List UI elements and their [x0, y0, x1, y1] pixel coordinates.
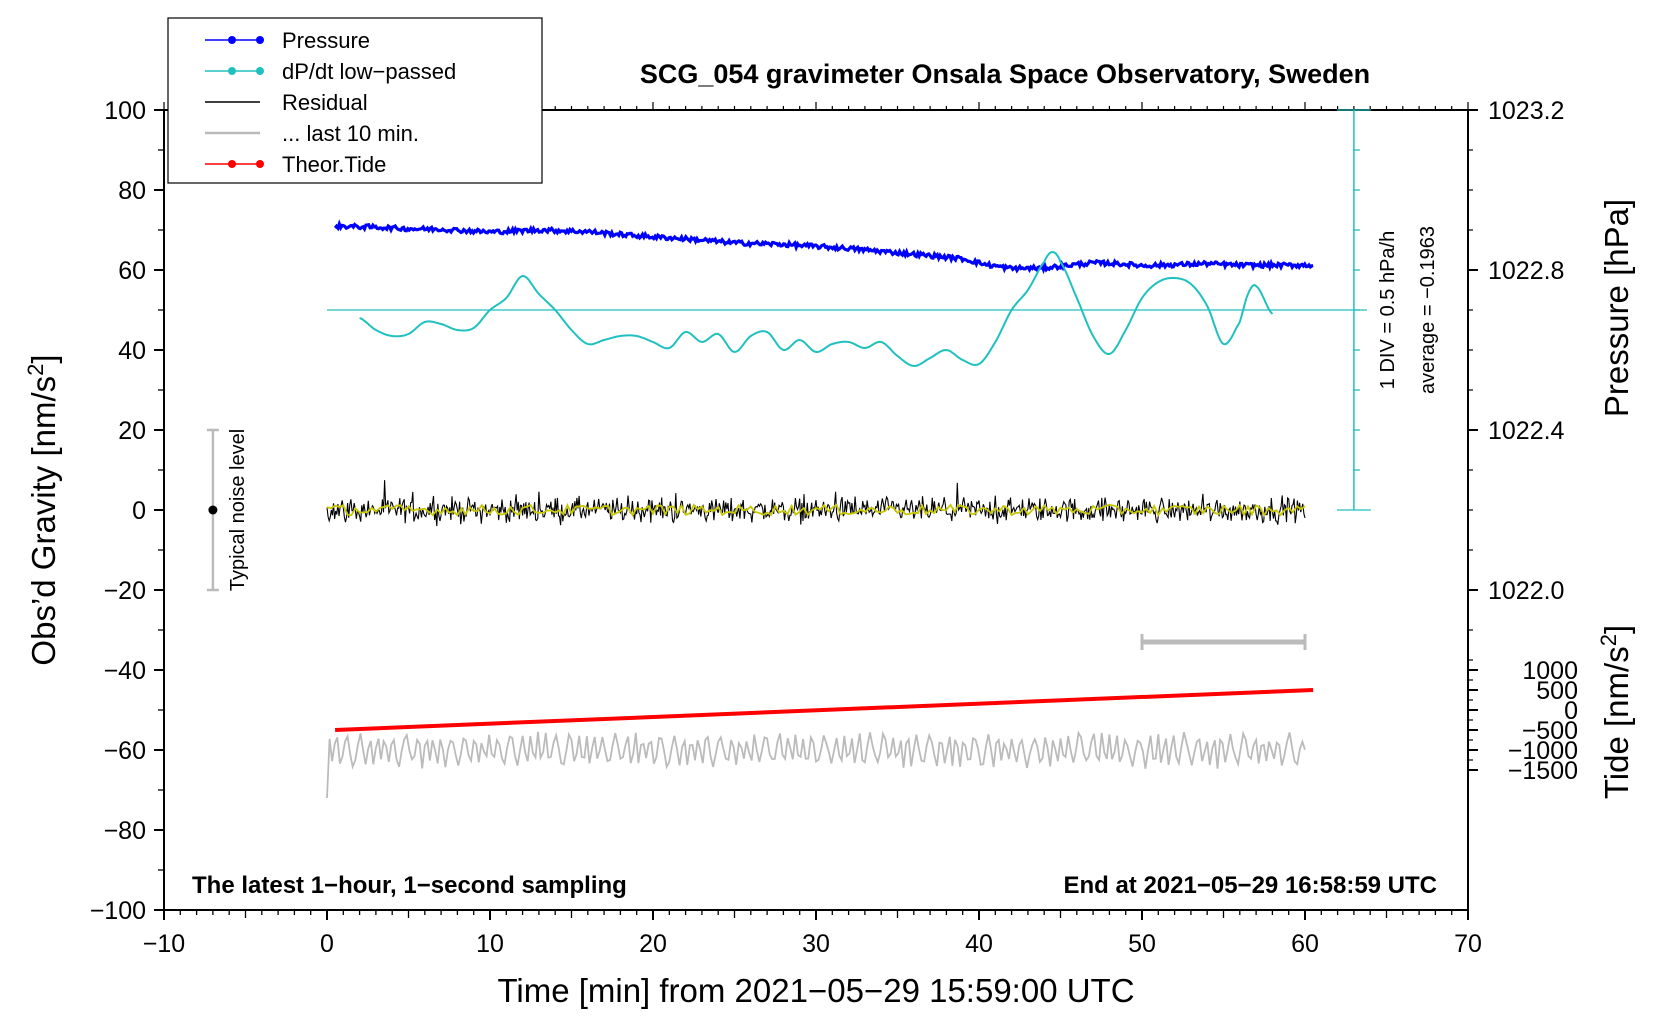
legend-label: Residual [282, 90, 368, 115]
y-tick-label: −20 [104, 577, 146, 605]
legend-label: Pressure [282, 28, 370, 53]
pressure-tick-label: 1023.2 [1488, 97, 1564, 125]
y-axis-label-pressure: Pressure [hPa] [1598, 199, 1635, 417]
y-axis-label-gravity: Obs’d Gravity [nm/s2] [23, 354, 63, 665]
legend-swatch-marker [256, 36, 264, 44]
tide-tick-label: 0 [1564, 697, 1578, 725]
legend-entry: Residual [205, 90, 368, 115]
y-tick-label: −80 [104, 817, 146, 845]
series-residual-smoothed [326, 502, 1306, 518]
series-layer [326, 219, 1314, 799]
pressure-tick-label: 1022.8 [1488, 257, 1564, 285]
noise-level-bar [206, 428, 219, 592]
series-last-10-min [326, 730, 1306, 799]
legend: Pressure dP/dt low−passed Residual ... last… [167, 17, 543, 184]
x-tick-label: 40 [965, 930, 993, 958]
x-tick-label: 20 [639, 930, 667, 958]
legend-swatch-marker [228, 160, 236, 168]
tide-tick-label: 500 [1536, 677, 1578, 705]
legend-entry: Theor.Tide [205, 152, 386, 177]
series-theor-tide [335, 688, 1314, 732]
y-tick-label: 0 [132, 497, 146, 525]
annotation-end-time: End at 2021−05−29 16:58:59 UTC [1063, 872, 1437, 899]
legend-entry: dP/dt low−passed [205, 59, 456, 84]
last-10-min-range-bar [1140, 634, 1307, 650]
legend-box [167, 17, 543, 184]
tide-tick-label: −1000 [1508, 737, 1578, 765]
series-residual [326, 480, 1306, 527]
legend-swatch-marker [228, 67, 236, 75]
pressure-tick-label: 1022.4 [1488, 417, 1565, 445]
dpdt-division-scale [1336, 109, 1371, 511]
y-tick-label: 100 [104, 97, 146, 125]
pressure-tick-label: 1022.0 [1488, 577, 1564, 605]
x-tick-label: 50 [1128, 930, 1156, 958]
x-axis-label: Time [min] from 2021−05−29 15:59:00 UTC [497, 972, 1134, 1009]
y-tick-label: 40 [118, 337, 146, 365]
legend-entry: ... last 10 min. [205, 121, 419, 146]
y-tick-label: −40 [104, 657, 146, 685]
y-tick-label: −60 [104, 737, 146, 765]
y-axis-gravity: 100 80 60 40 20 0 −20 −40 −60 −80 −100 [90, 97, 164, 925]
x-tick-label: −10 [143, 930, 185, 958]
legend-swatch-marker [256, 160, 264, 168]
y-tick-label: 80 [118, 177, 146, 205]
legend-swatch-marker [228, 36, 236, 44]
series-pressure [333, 219, 1314, 275]
x-axis: −10 0 10 20 30 40 50 60 70 [143, 102, 1482, 958]
legend-label: Theor.Tide [282, 152, 386, 177]
y-tick-label: 20 [118, 417, 146, 445]
x-tick-label: 60 [1291, 930, 1319, 958]
annotation-average-label: average = −0.1963 [1417, 226, 1439, 394]
chart-title: SCG_054 gravimeter Onsala Space Observat… [640, 59, 1370, 89]
x-tick-label: 70 [1454, 930, 1482, 958]
legend-label: dP/dt low−passed [282, 59, 456, 84]
noise-bar-center-dot [208, 505, 218, 515]
series-dpdt [359, 250, 1274, 368]
tide-tick-label: −500 [1522, 717, 1578, 745]
annotation-noise-label: Typical noise level [227, 429, 249, 591]
x-tick-label: 10 [476, 930, 504, 958]
annotation-div-label: 1 DIV = 0.5 hPa/h [1377, 231, 1399, 389]
legend-entry: Pressure [205, 28, 370, 53]
y-axis-pressure: 1023.2 1022.8 1022.4 1022.0 [1468, 97, 1565, 751]
y-tick-label: −100 [90, 897, 146, 925]
x-tick-label: 0 [320, 930, 334, 958]
tide-tick-label: −1500 [1508, 757, 1578, 785]
x-tick-label: 30 [802, 930, 830, 958]
annotation-sampling: The latest 1−hour, 1−second sampling [192, 872, 627, 899]
legend-label: ... last 10 min. [282, 121, 419, 146]
legend-swatch-marker [256, 67, 264, 75]
y-axis-label-tide: Tide [nm/s2] [1596, 625, 1636, 799]
y-tick-label: 60 [118, 257, 146, 285]
tide-tick-label: 1000 [1522, 657, 1578, 685]
